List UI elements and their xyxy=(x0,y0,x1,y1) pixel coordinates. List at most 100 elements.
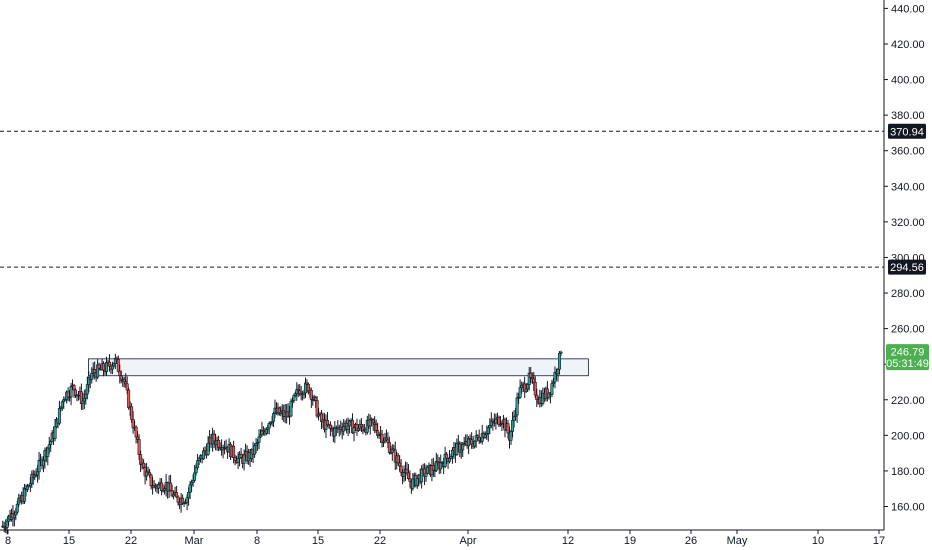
candle-body xyxy=(486,427,490,434)
candle-body xyxy=(445,453,449,459)
candle-body xyxy=(84,393,88,399)
level-price-label: 370.94 xyxy=(890,126,924,138)
candle-body xyxy=(185,497,189,503)
candle-body xyxy=(459,449,463,453)
candle-body xyxy=(47,444,51,449)
candle-body xyxy=(118,370,122,377)
y-tick-label: 220.00 xyxy=(891,395,925,407)
candle-body xyxy=(81,400,85,404)
candle-body xyxy=(333,427,337,437)
candle-body xyxy=(386,439,390,443)
candle-body xyxy=(107,361,111,367)
candle-body xyxy=(242,454,246,464)
x-tick-label: Apr xyxy=(459,535,476,547)
candle-body xyxy=(196,460,200,468)
candle-body xyxy=(102,363,106,371)
y-tick-label: 420.00 xyxy=(891,39,925,51)
candle-body xyxy=(346,425,350,430)
candle-body xyxy=(524,388,528,392)
x-tick-label: 17 xyxy=(873,535,885,547)
x-tick-label: 22 xyxy=(125,535,137,547)
candle-body xyxy=(556,368,560,375)
candle-body xyxy=(236,458,240,463)
level-price-tag xyxy=(888,123,926,139)
x-tick-label: 8 xyxy=(5,535,11,547)
y-tick-label: 380.00 xyxy=(891,110,925,122)
candle-body xyxy=(314,397,318,401)
candle-body xyxy=(494,418,498,424)
candle-body xyxy=(398,462,402,467)
candle-body xyxy=(60,401,64,408)
x-tick-label: May xyxy=(727,535,748,547)
x-tick-label: 8 xyxy=(254,535,260,547)
candle-body xyxy=(424,472,428,477)
candle-body xyxy=(57,408,61,424)
x-tick-label: Mar xyxy=(185,535,204,547)
candle-body xyxy=(371,419,375,424)
x-tick-label: 12 xyxy=(562,535,574,547)
level-price-label: 294.56 xyxy=(890,262,924,274)
candle-body xyxy=(356,427,360,431)
candle-body xyxy=(194,467,198,474)
candle-body xyxy=(477,436,481,442)
candle-body xyxy=(328,424,332,429)
candle-body xyxy=(473,440,477,447)
candle-body xyxy=(5,520,9,528)
candle-body xyxy=(272,413,276,422)
candle-body xyxy=(193,472,197,481)
candle-body xyxy=(339,426,343,430)
candle-body xyxy=(352,427,356,434)
candle-body xyxy=(448,458,452,462)
candle-body xyxy=(257,436,261,443)
candle-body xyxy=(137,439,141,455)
candle-body xyxy=(526,384,530,390)
resistance-zone-box[interactable] xyxy=(88,358,589,377)
candle-body xyxy=(122,379,126,382)
candle-body xyxy=(53,426,57,439)
x-tick-label: 19 xyxy=(624,535,636,547)
candle-body xyxy=(190,482,194,486)
candle-body xyxy=(497,416,501,426)
candle-body xyxy=(131,419,135,429)
candle-body xyxy=(532,378,536,383)
candle-body xyxy=(36,471,40,476)
y-tick-label: 280.00 xyxy=(891,288,925,300)
horizontal-levels-layer xyxy=(0,130,884,268)
candle-body xyxy=(399,465,403,473)
candle-body xyxy=(15,503,19,513)
candle-body xyxy=(558,352,562,370)
candle-body xyxy=(49,441,53,445)
candle-body xyxy=(529,372,533,378)
candle-body xyxy=(254,443,258,447)
candle-body xyxy=(169,482,173,491)
candle-body xyxy=(309,390,313,400)
candle-body xyxy=(142,462,146,468)
candle-body xyxy=(125,383,129,391)
candle-body xyxy=(264,429,268,434)
candle-body xyxy=(396,455,400,464)
candle-body xyxy=(533,381,537,396)
candle-body xyxy=(12,514,16,519)
candle-body xyxy=(176,496,180,503)
candle-body xyxy=(191,479,195,483)
candle-body xyxy=(41,459,45,467)
candle-body xyxy=(188,484,192,493)
candle-body xyxy=(550,383,554,395)
candle-body xyxy=(206,442,210,455)
candle-body xyxy=(411,478,415,489)
candle-body xyxy=(289,401,293,417)
y-tick-label: 200.00 xyxy=(891,430,925,442)
candle-body xyxy=(69,386,73,398)
candle-body xyxy=(518,387,522,398)
candle-body xyxy=(535,394,539,400)
candle-body xyxy=(46,447,50,457)
candle-body xyxy=(157,484,161,489)
candle-body xyxy=(408,478,412,482)
candle-body xyxy=(455,442,459,456)
candle-body xyxy=(93,369,97,374)
candle-body xyxy=(116,359,120,372)
resistance-zone-layer xyxy=(88,358,589,377)
